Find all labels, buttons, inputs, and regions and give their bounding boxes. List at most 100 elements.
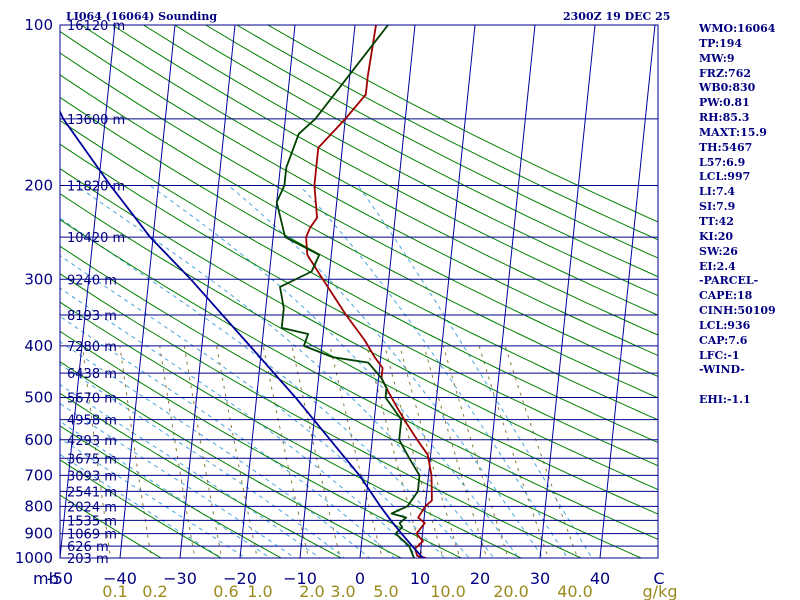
- index-item: CAPE:18: [699, 289, 753, 303]
- index-spacer: [699, 378, 799, 393]
- index-item: EI:2.4: [699, 259, 736, 273]
- pressure-tick-label: 800: [24, 497, 53, 515]
- height-label: 2541 m: [67, 485, 117, 500]
- parcel-trace: [60, 109, 424, 558]
- mixing-ratio-line: [159, 345, 196, 558]
- height-label: 5670 m: [67, 392, 117, 407]
- index-item: WB0:830: [699, 81, 756, 95]
- height-label: 7280 m: [67, 340, 117, 355]
- dry-adiabat-line: [60, 143, 658, 467]
- height-label: 3675 m: [67, 452, 117, 467]
- mixing-ratio-line: [399, 345, 461, 558]
- dry-adiabat-line: [60, 330, 463, 558]
- sounding-title: LI064 (16064) Sounding: [66, 10, 217, 23]
- moist-adiabats: [60, 184, 593, 558]
- dry-adiabat-line: [60, 96, 658, 421]
- moist-adiabat-line: [60, 315, 396, 558]
- isotherm-line: [239, 25, 296, 558]
- temperature-tick-label: 30: [530, 569, 550, 588]
- isotherm-line: [599, 25, 656, 558]
- dry-adiabat-line: [60, 425, 283, 558]
- mixing-ratio-line: [216, 345, 258, 558]
- height-label: 10420 m: [67, 231, 125, 246]
- index-item: LI:7.4: [699, 185, 736, 199]
- dry-adiabat-line: [60, 30, 658, 357]
- index-item: SW:26: [699, 244, 738, 258]
- height-label: 6438 m: [67, 367, 117, 382]
- mixing-ratio-label: 0.6: [213, 582, 238, 600]
- mixing-ratio-line: [119, 345, 152, 558]
- moist-adiabat-line: [60, 340, 371, 558]
- mixing-ratio-line: [291, 345, 341, 558]
- height-label: 626 m: [67, 540, 109, 555]
- pressure-tick-label: 600: [24, 431, 53, 449]
- pressure-tick-label: 900: [24, 525, 53, 543]
- mixing-ratio-line: [82, 345, 112, 558]
- pressure-tick-label: 700: [24, 466, 53, 484]
- pressure-tick-label: 100: [24, 16, 53, 34]
- mixing-ratio-line: [504, 345, 579, 558]
- index-item: L57:6.9: [699, 155, 746, 169]
- dry-adiabat-line: [60, 119, 658, 444]
- index-item: -PARCEL-: [699, 274, 759, 288]
- dry-adiabat-line: [112, 25, 658, 316]
- dry-adiabat-line: [143, 25, 658, 297]
- height-label: 3093 m: [67, 469, 117, 484]
- pressure-tick-label: 300: [24, 270, 53, 288]
- isotherm-line: [419, 25, 476, 558]
- moist-adiabat-line: [227, 185, 544, 558]
- background-lines: [60, 25, 658, 558]
- mixing-ratio-line: [423, 345, 488, 558]
- index-item: -WIND-: [699, 363, 745, 377]
- mixing-ratio-label: 0.1: [102, 582, 127, 600]
- isotherm-line: [179, 25, 236, 558]
- moist-adiabat-line: [75, 184, 495, 558]
- height-label: 1535 m: [67, 514, 117, 529]
- dry-adiabats: [60, 25, 658, 558]
- mixing-ratio-label: 5.0: [373, 582, 398, 600]
- moist-adiabat-line: [357, 185, 593, 558]
- moist-adiabat-line: [60, 287, 421, 558]
- mixing-ratio-line: [262, 345, 310, 558]
- temperature-tick-label: 40: [590, 569, 610, 588]
- pressure-unit-label: mb: [33, 569, 59, 588]
- pressure-tick-label: 1000: [15, 549, 53, 567]
- temperature-tick-label: 20: [470, 569, 490, 588]
- index-item: KI:20: [699, 229, 734, 243]
- index-item: MW:9: [699, 51, 735, 65]
- mixing-ratio-line: [329, 345, 383, 558]
- height-label: 1069 m: [67, 528, 117, 543]
- index-item: SI:7.9: [699, 200, 736, 214]
- temperature-tick-label: −30: [163, 569, 197, 588]
- dry-adiabat-line: [205, 25, 658, 259]
- mixing-ratio-lines: [82, 345, 579, 558]
- height-label: 203 m: [67, 552, 109, 567]
- height-label: 9240 m: [67, 273, 117, 288]
- height-label: 16120 m: [67, 19, 125, 34]
- mixing-ratio-line: [442, 345, 509, 558]
- dry-adiabat-line: [60, 218, 658, 540]
- pressure-tick-label: 200: [24, 176, 53, 194]
- moist-adiabat-line: [60, 402, 296, 558]
- isotherm-line: [119, 25, 176, 558]
- mixing-ratio-line: [384, 345, 444, 558]
- index-item: CAP:7.6: [699, 333, 748, 347]
- pressure-tick-label: 400: [24, 337, 53, 355]
- dry-adiabat-line: [60, 301, 523, 558]
- height-label: 11820 m: [67, 179, 125, 194]
- dry-adiabat-line: [60, 52, 658, 377]
- isotherm-line: [359, 25, 416, 558]
- mixing-ratio-label: 10.0: [430, 582, 466, 600]
- index-item: EHI:-1.1: [699, 393, 751, 407]
- index-item: TT:42: [699, 214, 734, 228]
- temperature-tick-label: −10: [283, 569, 317, 588]
- index-item: WMO:16064: [699, 22, 776, 35]
- dry-adiabat-line: [60, 168, 658, 491]
- dry-adiabat-line: [174, 25, 658, 278]
- moist-adiabat-line: [299, 185, 569, 558]
- moist-adiabat-line: [149, 184, 520, 558]
- pressure-tick-label: 500: [24, 389, 53, 407]
- sounding-time: 2300Z 19 DEC 25: [563, 10, 670, 23]
